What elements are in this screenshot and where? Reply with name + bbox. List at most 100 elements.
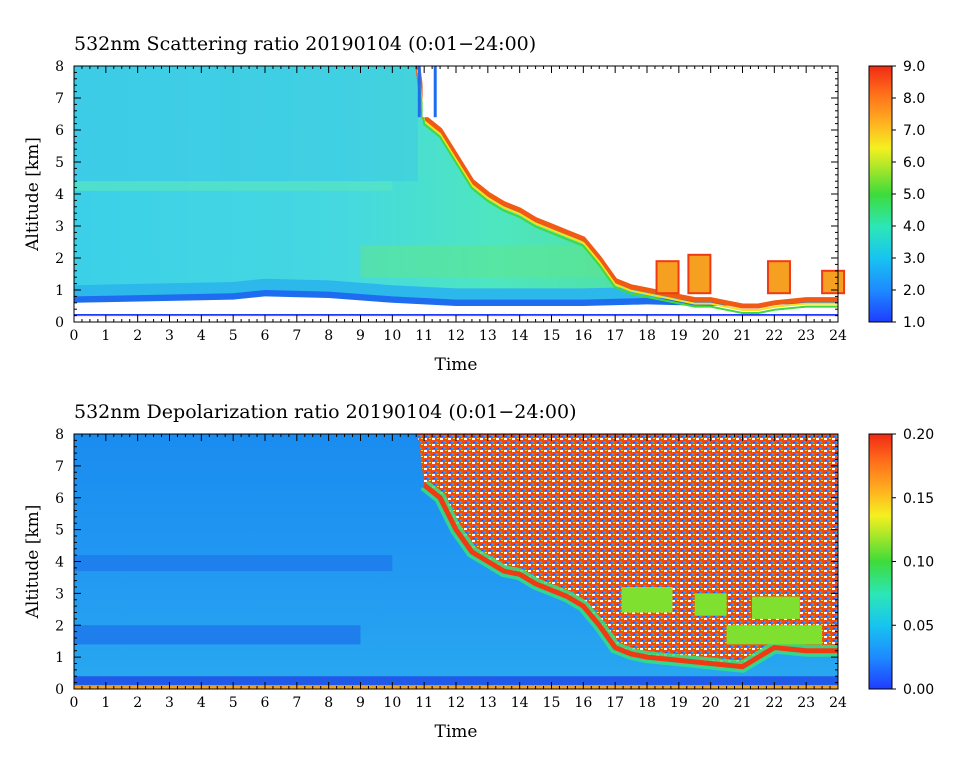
colorbar-tick-label: 0.05 xyxy=(903,618,934,634)
x-tick-label: 24 xyxy=(829,328,847,344)
x-tick-label: 12 xyxy=(447,328,465,344)
y-tick-label: 8 xyxy=(55,59,64,75)
x-tick-label: 14 xyxy=(511,695,529,711)
x-tick-label: 19 xyxy=(670,328,688,344)
x-tick-label: 8 xyxy=(324,328,333,344)
x-tick-label: 7 xyxy=(292,695,301,711)
aerosol-layer xyxy=(74,555,393,572)
colorbar-tick-label: 6.0 xyxy=(903,155,925,171)
x-tick-label: 1 xyxy=(101,328,110,344)
y-axis-label: Altitude [km] xyxy=(23,137,43,252)
x-tick-label: 9 xyxy=(356,328,365,344)
y-tick-label: 3 xyxy=(55,586,64,602)
x-tick-label: 4 xyxy=(197,695,206,711)
chart-title: 532nm Depolarization ratio 20190104 (0:0… xyxy=(74,401,576,423)
y-tick-label: 7 xyxy=(55,459,64,475)
y-tick-label: 7 xyxy=(55,91,64,107)
colorbar-tick-label: 2.0 xyxy=(903,283,925,299)
cloud-streak-edge xyxy=(433,66,437,118)
y-tick-label: 2 xyxy=(55,251,64,267)
y-tick-label: 8 xyxy=(55,427,64,443)
x-tick-label: 18 xyxy=(638,328,656,344)
x-tick-label: 22 xyxy=(765,695,783,711)
colorbar-tick-label: 5.0 xyxy=(903,187,925,203)
low-cloud-patch xyxy=(687,253,712,295)
surface-layer xyxy=(74,676,838,686)
x-tick-label: 24 xyxy=(829,695,847,711)
y-tick-label: 0 xyxy=(55,682,64,698)
low-cloud-patch xyxy=(821,269,846,295)
aerosol-layer-green xyxy=(360,245,616,278)
x-tick-label: 21 xyxy=(734,328,752,344)
x-tick-label: 9 xyxy=(356,695,365,711)
cloud-edge-yellow xyxy=(416,69,838,311)
x-tick-label: 4 xyxy=(197,328,206,344)
y-tick-label: 6 xyxy=(55,123,64,139)
x-tick-label: 1 xyxy=(101,695,110,711)
low-cloud-patch xyxy=(766,260,791,295)
aerosol-band xyxy=(74,66,418,182)
x-axis-label: Time xyxy=(435,355,478,375)
x-tick-label: 6 xyxy=(261,695,270,711)
y-tick-label: 1 xyxy=(55,650,64,666)
colorbar-tick-label: 0.15 xyxy=(903,491,934,507)
x-tick-label: 5 xyxy=(229,695,238,711)
x-axis-label: Time xyxy=(435,722,478,742)
noise-region xyxy=(417,434,838,667)
x-tick-label: 0 xyxy=(70,695,79,711)
x-tick-label: 8 xyxy=(324,695,333,711)
x-tick-label: 11 xyxy=(415,328,433,344)
x-tick-label: 5 xyxy=(229,328,238,344)
colorbar-tick-label: 4.0 xyxy=(903,219,925,235)
low-cloud-patch xyxy=(655,260,680,295)
x-tick-label: 17 xyxy=(606,695,624,711)
x-tick-label: 22 xyxy=(765,328,783,344)
x-tick-label: 11 xyxy=(415,695,433,711)
colorbar-tick-label: 7.0 xyxy=(903,123,925,139)
x-tick-label: 13 xyxy=(479,695,497,711)
x-tick-label: 21 xyxy=(734,695,752,711)
x-tick-label: 16 xyxy=(574,328,592,344)
y-tick-label: 3 xyxy=(55,219,64,235)
chart-title: 532nm Scattering ratio 20190104 (0:01−24… xyxy=(74,33,536,55)
cloud-edge-red xyxy=(415,65,838,309)
cloud-attenuated-region xyxy=(74,66,838,306)
aerosol-layer xyxy=(74,625,361,645)
x-tick-label: 23 xyxy=(797,328,815,344)
x-tick-label: 17 xyxy=(606,328,624,344)
x-tick-label: 3 xyxy=(165,328,174,344)
y-tick-label: 4 xyxy=(55,187,64,203)
x-tick-label: 15 xyxy=(543,328,561,344)
x-tick-label: 14 xyxy=(511,328,529,344)
colorbar-tick-label: 9.0 xyxy=(903,59,925,75)
y-tick-label: 2 xyxy=(55,618,64,634)
colorbar-tick-label: 3.0 xyxy=(903,251,925,267)
colorbar xyxy=(868,433,893,690)
cloud-edge-green xyxy=(416,72,838,314)
x-tick-label: 20 xyxy=(702,695,720,711)
y-tick-label: 5 xyxy=(55,155,64,171)
x-tick-label: 13 xyxy=(479,328,497,344)
chart-panel-1: 532nm Scattering ratio 20190104 (0:01−24… xyxy=(23,33,925,375)
x-tick-label: 2 xyxy=(133,695,142,711)
cloud-block xyxy=(726,625,823,645)
aerosol-layer xyxy=(74,181,393,191)
colorbar-tick-label: 8.0 xyxy=(903,91,925,107)
x-tick-label: 6 xyxy=(261,328,270,344)
cloud-block xyxy=(621,587,673,613)
cloud-block xyxy=(694,593,727,616)
colorbar-tick-label: 0.20 xyxy=(903,427,934,443)
colorbar-tick-label: 0.10 xyxy=(903,555,934,571)
x-tick-label: 2 xyxy=(133,328,142,344)
x-tick-label: 3 xyxy=(165,695,174,711)
y-tick-label: 5 xyxy=(55,523,64,539)
x-tick-label: 20 xyxy=(702,328,720,344)
cloud-streak-edge xyxy=(417,66,421,118)
cloud-block xyxy=(752,596,800,619)
x-tick-label: 15 xyxy=(543,695,561,711)
x-tick-label: 7 xyxy=(292,328,301,344)
cloud-band-red xyxy=(422,483,838,670)
colorbar-tick-label: 0.00 xyxy=(903,682,934,698)
y-tick-label: 4 xyxy=(55,555,64,571)
